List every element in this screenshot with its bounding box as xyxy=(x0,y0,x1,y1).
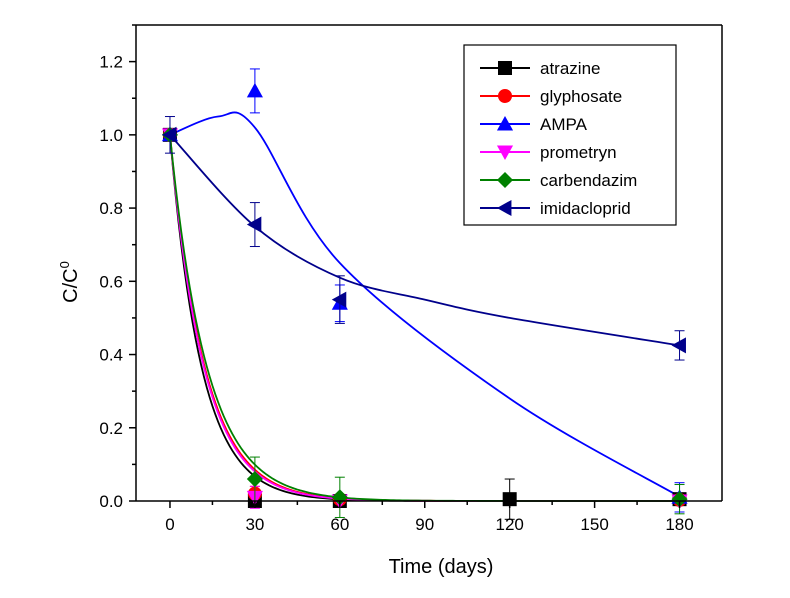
legend-label-imidacloprid: imidacloprid xyxy=(540,199,631,218)
data-point-imidacloprid xyxy=(161,126,177,143)
x-tick-label: 60 xyxy=(330,515,349,534)
legend-label-carbendazim: carbendazim xyxy=(540,171,637,190)
data-point-AMPA xyxy=(246,82,263,98)
fit-line-AMPA xyxy=(169,111,680,498)
legend-marker-glyphosate xyxy=(498,89,512,103)
data-point-carbendazim xyxy=(671,491,688,508)
data-point-atrazine xyxy=(502,492,517,507)
data-point-carbendazim xyxy=(246,470,263,488)
legend-marker-carbendazim xyxy=(496,171,514,189)
y-tick-label: 1.0 xyxy=(99,126,123,145)
y-tick-label: 0.2 xyxy=(99,419,123,438)
y-axis-label: C/C0 xyxy=(57,261,82,303)
legend-marker-AMPA xyxy=(496,115,514,131)
data-point-imidacloprid xyxy=(246,216,262,233)
data-point-imidacloprid xyxy=(671,337,686,354)
fit-line-imidacloprid xyxy=(169,134,680,347)
legend: atrazine glyphosate AMPA prometryn carbendaz… xyxy=(463,44,677,226)
x-tick-label: 120 xyxy=(495,515,523,534)
x-tick-label: 90 xyxy=(415,515,434,534)
y-tick-label: 0.6 xyxy=(99,272,123,291)
legend-marker-prometryn xyxy=(496,145,514,161)
legend-marker-imidacloprid xyxy=(496,199,512,217)
axes: 0 30 60 90 120 150 180 0.0 0.2 0.4 0.6 0.8 1.0 1.2 xyxy=(99,24,723,534)
x-tick-label: 0 xyxy=(165,515,174,534)
y-axis-label-superscript: 0 xyxy=(57,261,72,268)
y-tick-label: 0.4 xyxy=(99,346,123,365)
data-point-imidacloprid xyxy=(331,291,347,308)
x-tick-label: 180 xyxy=(665,515,693,534)
legend-label-glyphosate: glyphosate xyxy=(540,87,622,106)
legend-label-AMPA: AMPA xyxy=(540,115,588,134)
x-tick-label: 150 xyxy=(580,515,608,534)
y-tick-label: 1.2 xyxy=(99,53,123,72)
legend-label-atrazine: atrazine xyxy=(540,59,600,78)
y-tick-label: 0.8 xyxy=(99,199,123,218)
y-tick-label: 0.0 xyxy=(99,492,123,511)
x-axis-label: Time (days) xyxy=(389,556,494,578)
x-tick-label: 30 xyxy=(245,515,264,534)
legend-label-prometryn: prometryn xyxy=(540,143,617,162)
legend-marker-atrazine xyxy=(498,61,512,75)
